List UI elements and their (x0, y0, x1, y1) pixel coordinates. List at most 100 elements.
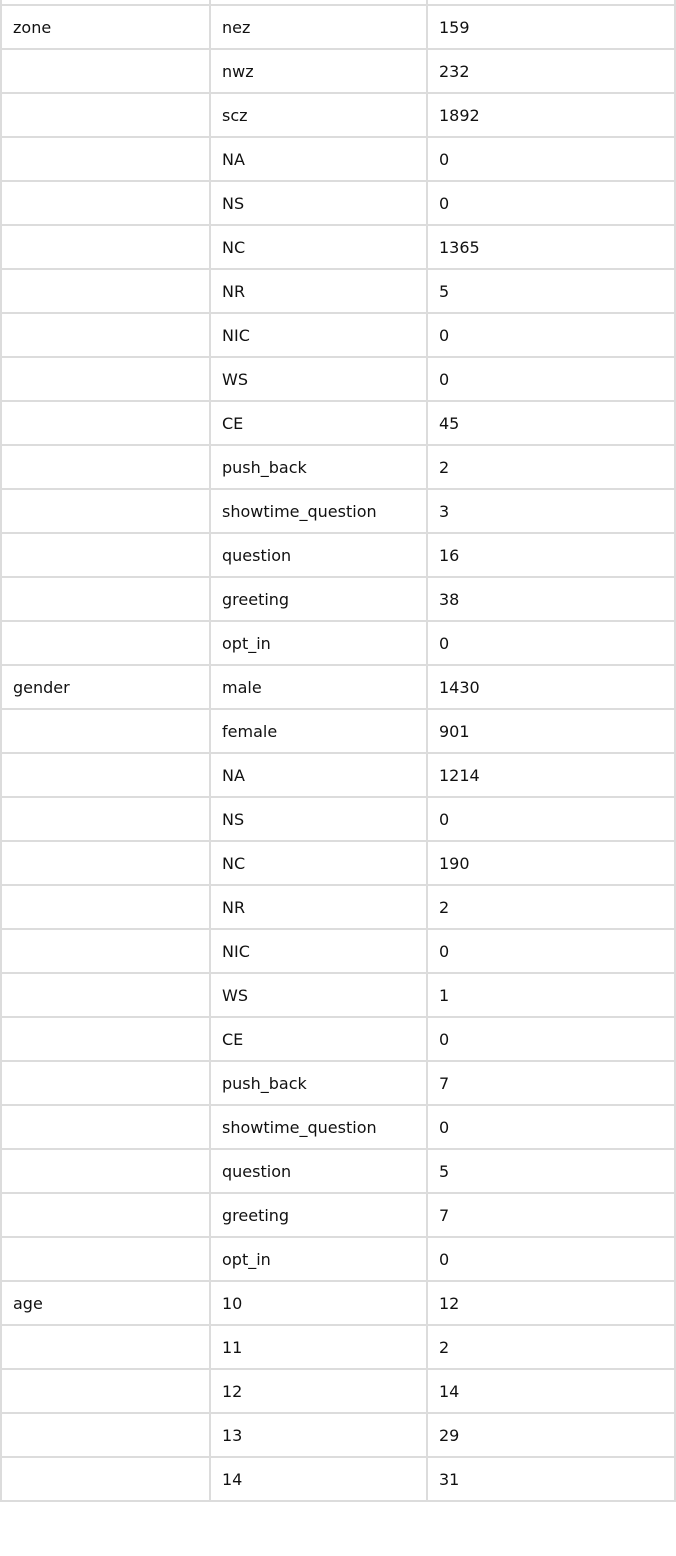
key-cell: NA (209, 136, 428, 182)
count-cell: 12 (426, 1280, 676, 1326)
key-cell: opt_in (209, 1236, 428, 1282)
key-cell: greeting (209, 1192, 428, 1238)
table-row: greeting 7 (0, 1192, 676, 1238)
table-row: NA 1214 (0, 752, 676, 798)
table-row: 14 31 (0, 1456, 676, 1502)
category-cell: zone (0, 4, 211, 50)
table-row: NC 190 (0, 840, 676, 886)
key-cell: showtime_question (209, 1104, 428, 1150)
key-cell: WS (209, 972, 428, 1018)
category-cell (0, 312, 211, 358)
count-cell: 1430 (426, 664, 676, 710)
key-cell: 10 (209, 1280, 428, 1326)
key-cell: NS (209, 180, 428, 226)
key-cell: scz (209, 92, 428, 138)
category-cell (0, 752, 211, 798)
count-cell: 0 (426, 136, 676, 182)
count-cell: 2 (426, 444, 676, 490)
table-body: zone nez 159 nwz 232 scz 1892 NA 0 NS 0 NC 1365 NR 5 NI… (0, 0, 676, 1502)
category-cell (0, 224, 211, 270)
table-row: question 5 (0, 1148, 676, 1194)
data-table: zone nez 159 nwz 232 scz 1892 NA 0 NS 0 NC 1365 NR 5 NI… (0, 0, 676, 1502)
count-cell (426, 0, 676, 6)
table-row: push_back 2 (0, 444, 676, 490)
table-row: NS 0 (0, 796, 676, 842)
key-cell: NR (209, 268, 428, 314)
key-cell: NC (209, 224, 428, 270)
key-cell: question (209, 532, 428, 578)
count-cell: 901 (426, 708, 676, 754)
table-row: 11 2 (0, 1324, 676, 1370)
key-cell: 14 (209, 1456, 428, 1502)
key-cell: showtime_question (209, 488, 428, 534)
key-cell: NC (209, 840, 428, 886)
count-cell: 1214 (426, 752, 676, 798)
key-cell: 12 (209, 1368, 428, 1414)
category-cell (0, 356, 211, 402)
category-cell (0, 708, 211, 754)
category-cell (0, 972, 211, 1018)
category-cell: age (0, 1280, 211, 1326)
key-cell: male (209, 664, 428, 710)
category-cell (0, 1192, 211, 1238)
table-row: question 16 (0, 532, 676, 578)
category-cell (0, 576, 211, 622)
category-cell (0, 92, 211, 138)
table-row: gender male 1430 (0, 664, 676, 710)
table-row: WS 0 (0, 356, 676, 402)
key-cell: nez (209, 4, 428, 50)
table-row: opt_in 0 (0, 1236, 676, 1282)
count-cell: 2 (426, 1324, 676, 1370)
key-cell: 11 (209, 1324, 428, 1370)
category-cell (0, 488, 211, 534)
key-cell: nwz (209, 48, 428, 94)
count-cell: 7 (426, 1192, 676, 1238)
count-cell: 0 (426, 180, 676, 226)
table-row: 13 29 (0, 1412, 676, 1458)
table-row: NR 5 (0, 268, 676, 314)
key-cell: NIC (209, 928, 428, 974)
table-row: NA 0 (0, 136, 676, 182)
table-row: CE 45 (0, 400, 676, 446)
category-cell (0, 796, 211, 842)
count-cell: 0 (426, 1104, 676, 1150)
count-cell: 1 (426, 972, 676, 1018)
table-row: zone nez 159 (0, 4, 676, 50)
table-row: showtime_question 3 (0, 488, 676, 534)
table-row: NC 1365 (0, 224, 676, 270)
key-cell: 13 (209, 1412, 428, 1458)
key-cell (209, 0, 428, 6)
count-cell: 2 (426, 884, 676, 930)
count-cell: 5 (426, 268, 676, 314)
table-row: nwz 232 (0, 48, 676, 94)
category-cell (0, 1412, 211, 1458)
count-cell: 0 (426, 1016, 676, 1062)
category-cell (0, 532, 211, 578)
key-cell: female (209, 708, 428, 754)
key-cell: NS (209, 796, 428, 842)
table-row: NIC 0 (0, 312, 676, 358)
table-row: WS 1 (0, 972, 676, 1018)
count-cell: 1892 (426, 92, 676, 138)
key-cell: push_back (209, 1060, 428, 1106)
key-cell: question (209, 1148, 428, 1194)
key-cell: CE (209, 400, 428, 446)
key-cell: push_back (209, 444, 428, 490)
count-cell: 0 (426, 1236, 676, 1282)
count-cell: 0 (426, 620, 676, 666)
count-cell: 5 (426, 1148, 676, 1194)
category-cell (0, 1236, 211, 1282)
table-row: NS 0 (0, 180, 676, 226)
table-row: CE 0 (0, 1016, 676, 1062)
category-cell (0, 1148, 211, 1194)
key-cell: NA (209, 752, 428, 798)
count-cell: 0 (426, 312, 676, 358)
table-row: female 901 (0, 708, 676, 754)
count-cell: 0 (426, 356, 676, 402)
category-cell (0, 180, 211, 226)
table-row: NIC 0 (0, 928, 676, 974)
category-cell (0, 1324, 211, 1370)
key-cell: opt_in (209, 620, 428, 666)
count-cell: 3 (426, 488, 676, 534)
category-cell (0, 1368, 211, 1414)
